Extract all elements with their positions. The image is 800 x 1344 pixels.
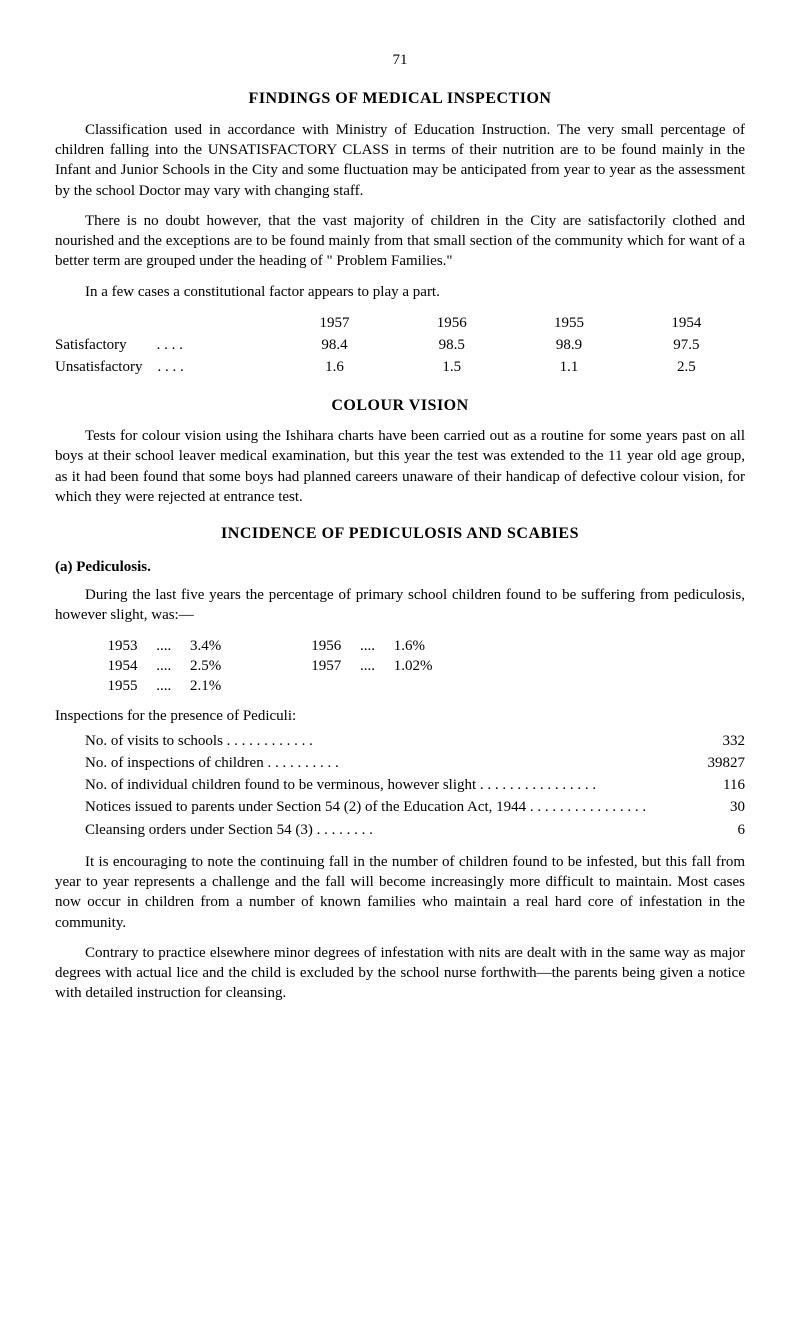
cell: 97.5 — [628, 334, 745, 356]
inspections-list: No. of visits to schools . . . . . . . .… — [85, 731, 745, 840]
row-label: Satisfactory — [55, 337, 127, 353]
year-1954: 1954 — [628, 312, 745, 334]
section1-para3: In a few cases a constitutional factor a… — [55, 282, 745, 302]
list-item: Cleansing orders under Section 54 (3) . … — [85, 820, 745, 840]
section3-para3: Contrary to practice elsewhere minor deg… — [55, 943, 745, 1004]
year-1956: 1956 — [393, 312, 510, 334]
cell: 98.9 — [510, 334, 627, 356]
page-number: 71 — [55, 50, 745, 70]
section3-heading: INCIDENCE OF PEDICULOSIS AND SCABIES — [55, 523, 745, 545]
section1-para1: Classification used in accordance with M… — [55, 120, 745, 201]
cell: 1.1 — [510, 356, 627, 378]
cell: 1.5 — [393, 356, 510, 378]
year-1957: 1957 — [276, 312, 393, 334]
cell: 98.5 — [393, 334, 510, 356]
satisfactory-table: 1957 1956 1955 1954 Satisfactory . . . .… — [55, 312, 745, 379]
cell: 1.6 — [276, 356, 393, 378]
list-item: Notices issued to parents under Section … — [85, 797, 745, 817]
section3-para2: It is encouraging to note the continuing… — [55, 852, 745, 933]
section3-para1: During the last five years the percentag… — [55, 585, 745, 626]
section2-heading: COLOUR VISION — [55, 395, 745, 417]
inspections-title: Inspections for the presence of Pediculi… — [55, 706, 745, 726]
section1-heading: FINDINGS OF MEDICAL INSPECTION — [55, 88, 745, 110]
pediculosis-subhead: (a) Pediculosis. — [55, 557, 745, 577]
list-item: No. of visits to schools . . . . . . . .… — [85, 731, 745, 751]
list-item: No. of individual children found to be v… — [85, 775, 745, 795]
section2-para1: Tests for colour vision using the Ishiha… — [55, 426, 745, 507]
cell: 98.4 — [276, 334, 393, 356]
cell: 2.5 — [628, 356, 745, 378]
year-1955: 1955 — [510, 312, 627, 334]
list-item: No. of inspections of children . . . . .… — [85, 753, 745, 773]
section1-para2: There is no doubt however, that the vast… — [55, 211, 745, 272]
pediculosis-years-table: 1953 .... 3.4% 1954 .... 2.5% 1955 .... … — [108, 636, 746, 697]
row-label: Unsatisfactory — [55, 359, 142, 375]
